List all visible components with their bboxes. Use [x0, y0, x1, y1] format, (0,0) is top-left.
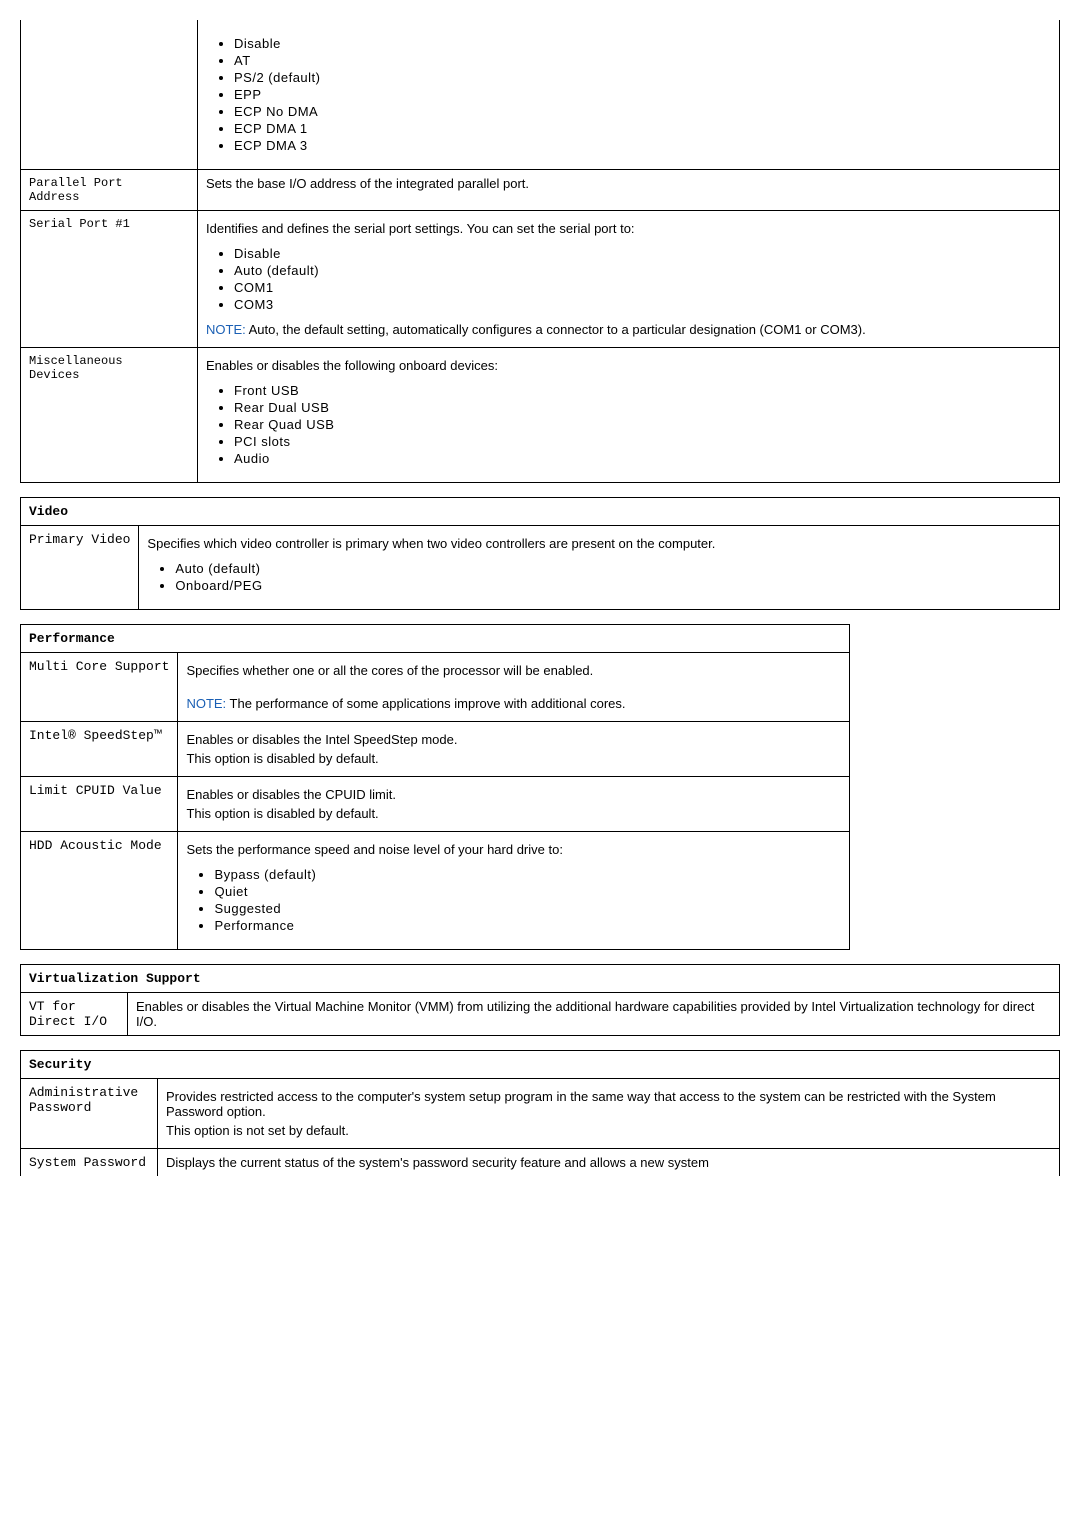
primary-video-label: Primary Video: [21, 526, 139, 610]
list-item: Rear Dual USB: [234, 400, 1051, 415]
note-text: The performance of some applications imp…: [226, 696, 625, 711]
serial-port-note: NOTE: Auto, the default setting, automat…: [206, 322, 1051, 337]
list-item: EPP: [234, 87, 1051, 102]
performance-header: Performance: [21, 625, 850, 653]
system-password-desc: Displays the current status of the syste…: [158, 1149, 1060, 1177]
parallel-port-mode-options: Disable AT PS/2 (default) EPP ECP No DMA…: [234, 36, 1051, 153]
speedstep-label: Intel® SpeedStep™: [21, 722, 178, 777]
setup-table-fragment: Disable AT PS/2 (default) EPP ECP No DMA…: [20, 20, 1060, 483]
vt-directio-label: VT for Direct I/O: [21, 993, 128, 1036]
admin-password-label: Administrative Password: [21, 1079, 158, 1149]
list-item: Suggested: [214, 901, 841, 916]
vt-directio-desc: Enables or disables the Virtual Machine …: [128, 993, 1060, 1036]
hdd-acoustic-desc: Sets the performance speed and noise lev…: [186, 842, 841, 857]
list-item: Auto (default): [234, 263, 1051, 278]
list-item: ECP No DMA: [234, 104, 1051, 119]
serial-port-desc-cell: Identifies and defines the serial port s…: [198, 211, 1060, 348]
list-item: Bypass (default): [214, 867, 841, 882]
speedstep-desc1: Enables or disables the Intel SpeedStep …: [186, 732, 841, 747]
misc-devices-desc-cell: Enables or disables the following onboar…: [198, 348, 1060, 483]
misc-devices-intro: Enables or disables the following onboar…: [206, 358, 1051, 373]
primary-video-desc: Specifies which video controller is prim…: [147, 536, 1051, 551]
list-item: Front USB: [234, 383, 1051, 398]
admin-password-desc2: This option is not set by default.: [166, 1123, 1051, 1138]
multi-core-label: Multi Core Support: [21, 653, 178, 722]
speedstep-desc-cell: Enables or disables the Intel SpeedStep …: [178, 722, 850, 777]
multi-core-note: NOTE: The performance of some applicatio…: [186, 696, 841, 711]
cpuid-desc-cell: Enables or disables the CPUID limit. Thi…: [178, 777, 850, 832]
parallel-port-address-desc: Sets the base I/O address of the integra…: [198, 170, 1060, 211]
misc-devices-options: Front USB Rear Dual USB Rear Quad USB PC…: [234, 383, 1051, 466]
note-label: NOTE:: [206, 322, 246, 337]
misc-devices-label: Miscellaneous Devices: [21, 348, 198, 483]
list-item: Performance: [214, 918, 841, 933]
multi-core-desc: Specifies whether one or all the cores o…: [186, 663, 841, 678]
hdd-acoustic-label: HDD Acoustic Mode: [21, 832, 178, 950]
performance-table: Performance Multi Core Support Specifies…: [20, 624, 850, 950]
list-item: Rear Quad USB: [234, 417, 1051, 432]
security-header: Security: [21, 1051, 1060, 1079]
list-item: Disable: [234, 246, 1051, 261]
cpuid-label: Limit CPUID Value: [21, 777, 178, 832]
video-header: Video: [21, 498, 1060, 526]
list-item: Quiet: [214, 884, 841, 899]
hdd-acoustic-desc-cell: Sets the performance speed and noise lev…: [178, 832, 850, 950]
serial-port-intro: Identifies and defines the serial port s…: [206, 221, 1051, 236]
admin-password-desc1: Provides restricted access to the comput…: [166, 1089, 1051, 1119]
hdd-acoustic-options: Bypass (default) Quiet Suggested Perform…: [214, 867, 841, 933]
list-item: AT: [234, 53, 1051, 68]
serial-port-label: Serial Port #1: [21, 211, 198, 348]
virtualization-table: Virtualization Support VT for Direct I/O…: [20, 964, 1060, 1036]
system-password-label: System Password: [21, 1149, 158, 1177]
note-label: NOTE:: [186, 696, 226, 711]
list-item: Onboard/PEG: [175, 578, 1051, 593]
virt-header: Virtualization Support: [21, 965, 1060, 993]
list-item: COM3: [234, 297, 1051, 312]
multi-core-desc-cell: Specifies whether one or all the cores o…: [178, 653, 850, 722]
security-table: Security Administrative Password Provide…: [20, 1050, 1060, 1176]
parallel-port-mode-options-cell: Disable AT PS/2 (default) EPP ECP No DMA…: [198, 20, 1060, 170]
list-item: ECP DMA 3: [234, 138, 1051, 153]
list-item: PCI slots: [234, 434, 1051, 449]
list-item: Disable: [234, 36, 1051, 51]
video-table: Video Primary Video Specifies which vide…: [20, 497, 1060, 610]
primary-video-desc-cell: Specifies which video controller is prim…: [139, 526, 1060, 610]
empty-label-cell: [21, 20, 198, 170]
primary-video-options: Auto (default) Onboard/PEG: [175, 561, 1051, 593]
note-text: Auto, the default setting, automatically…: [246, 322, 866, 337]
speedstep-desc2: This option is disabled by default.: [186, 751, 841, 766]
cpuid-desc1: Enables or disables the CPUID limit.: [186, 787, 841, 802]
list-item: Auto (default): [175, 561, 1051, 576]
cpuid-desc2: This option is disabled by default.: [186, 806, 841, 821]
list-item: ECP DMA 1: [234, 121, 1051, 136]
parallel-port-address-label: Parallel Port Address: [21, 170, 198, 211]
list-item: PS/2 (default): [234, 70, 1051, 85]
list-item: Audio: [234, 451, 1051, 466]
list-item: COM1: [234, 280, 1051, 295]
admin-password-desc-cell: Provides restricted access to the comput…: [158, 1079, 1060, 1149]
serial-port-options: Disable Auto (default) COM1 COM3: [234, 246, 1051, 312]
